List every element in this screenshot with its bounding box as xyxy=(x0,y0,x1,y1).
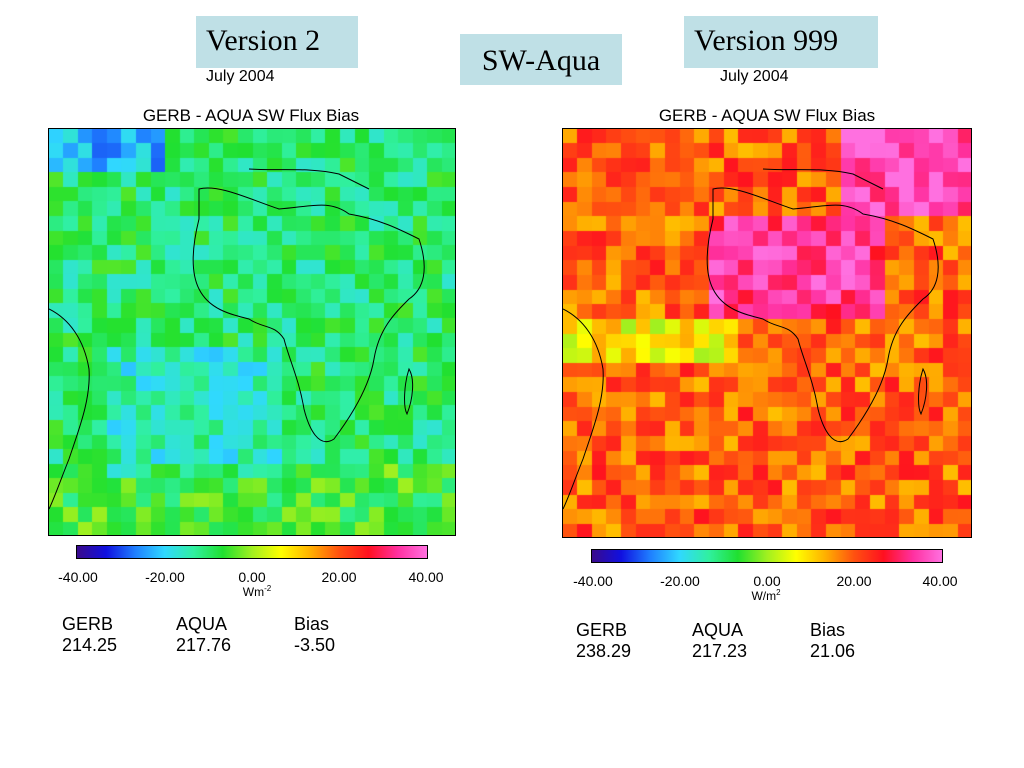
version-2-label: Version 2 xyxy=(196,16,358,68)
right-date: July 2004 xyxy=(720,68,789,85)
right-bias-map xyxy=(562,128,972,538)
right-stat-gerb: GERB 238.29 xyxy=(576,620,632,661)
left-stat-aqua: AQUA 217.76 xyxy=(176,614,232,655)
left-tick-2: -20.00 xyxy=(145,569,185,585)
right-map-title: GERB - AQUA SW Flux Bias xyxy=(658,106,876,125)
right-unit-label: W/m2 xyxy=(751,588,781,603)
version-999-label: Version 999 xyxy=(684,16,878,68)
left-stat-bias: Bias -3.50 xyxy=(294,614,336,655)
left-stat-gerb: GERB 214.25 xyxy=(62,614,118,655)
left-tick-1: -40.00 xyxy=(58,569,98,585)
left-colorbar xyxy=(76,545,428,559)
right-stat-aqua: AQUA 217.23 xyxy=(692,620,748,661)
right-colorbar xyxy=(591,549,943,563)
right-tick-4: 20.00 xyxy=(836,573,872,589)
left-bias-map xyxy=(48,128,456,536)
left-unit-label: Wm-2 xyxy=(242,584,272,599)
right-tick-1: -40.00 xyxy=(573,573,613,589)
left-coastline-overlay xyxy=(49,168,425,510)
left-map-title: GERB - AQUA SW Flux Bias xyxy=(142,106,360,125)
right-coastline-overlay xyxy=(563,168,939,510)
left-date: July 2004 xyxy=(206,68,275,85)
right-tick-5: 40.00 xyxy=(922,573,958,589)
left-tick-4: 20.00 xyxy=(321,569,357,585)
sw-aqua-label: SW-Aqua xyxy=(460,34,622,85)
right-stat-bias: Bias 21.06 xyxy=(810,620,856,661)
right-tick-2: -20.00 xyxy=(660,573,700,589)
left-tick-5: 40.00 xyxy=(408,569,444,585)
left-tick-3: 0.00 xyxy=(238,569,266,585)
right-tick-3: 0.00 xyxy=(753,573,781,589)
